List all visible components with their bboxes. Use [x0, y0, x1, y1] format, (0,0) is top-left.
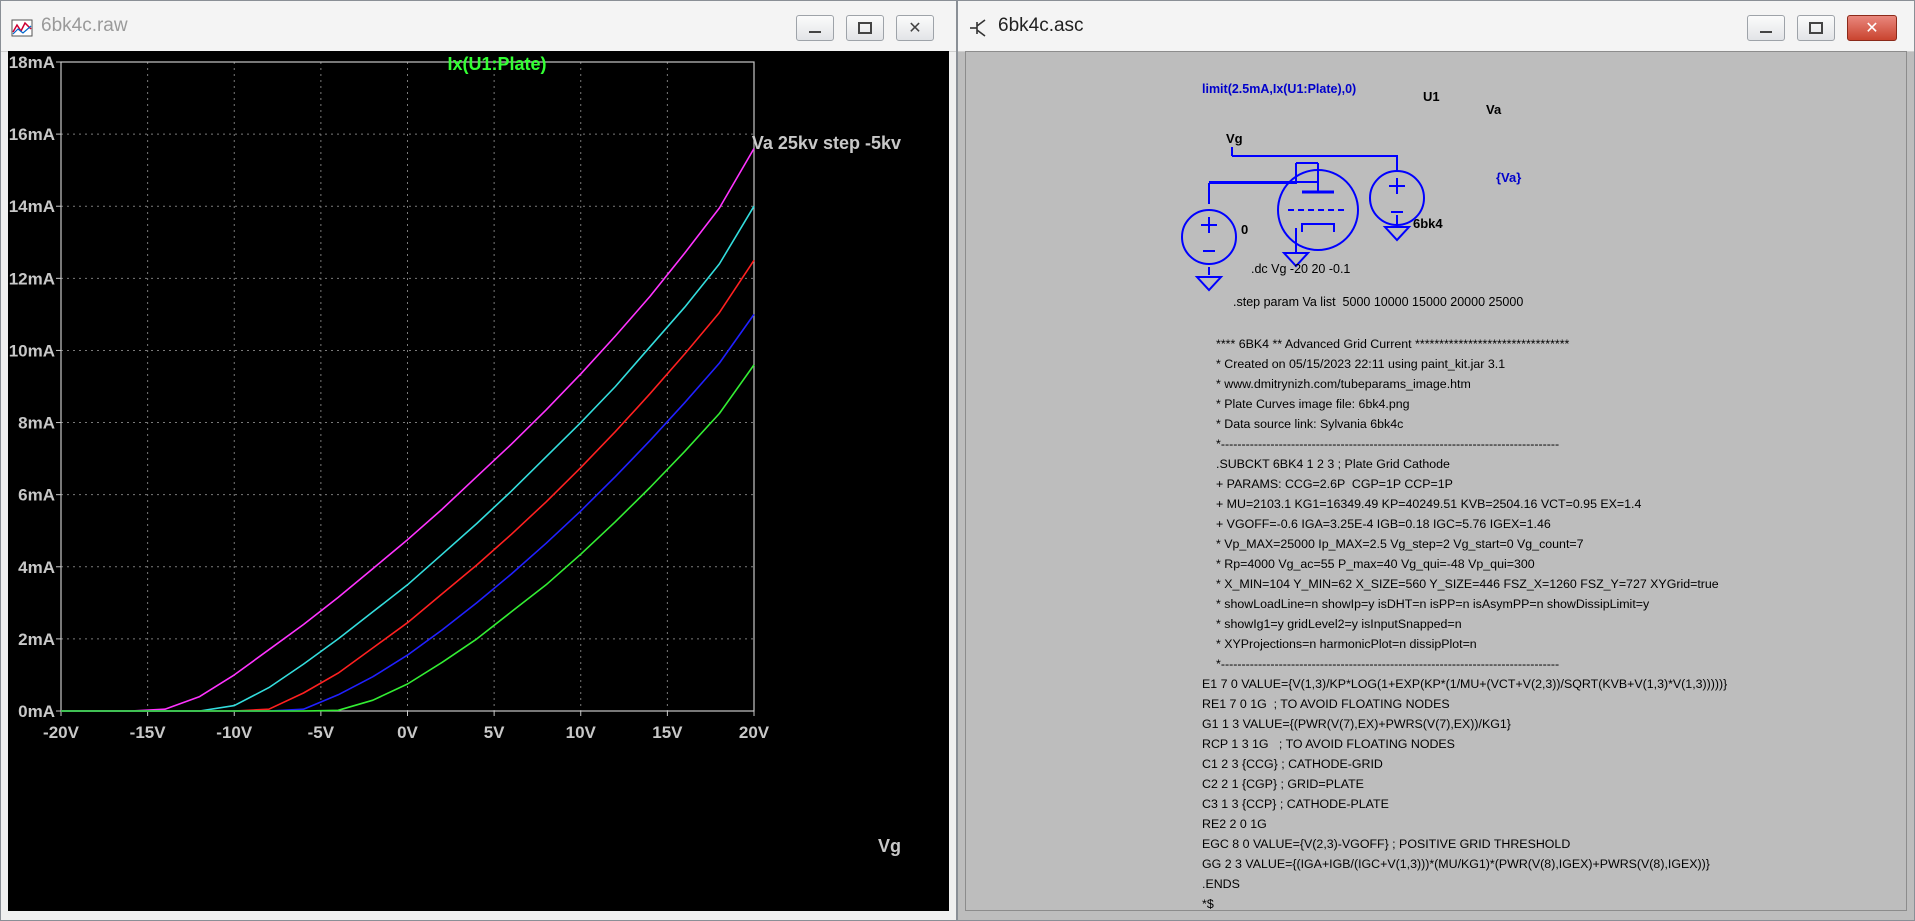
va-value-label[interactable]: {Va}	[1496, 170, 1522, 185]
netlist-line: * Plate Curves image file: 6bk4.png	[1216, 397, 1410, 411]
x-tick-label: 0V	[397, 723, 418, 742]
netlist-line: + MU=2103.1 KG1=16349.49 KP=40249.51 KVB…	[1216, 497, 1642, 511]
y-tick-label: 6mA	[18, 486, 55, 505]
x-tick-label: -15V	[130, 723, 167, 742]
y-tick-label: 2mA	[18, 630, 55, 649]
plot-chart[interactable]: -20V -15V -10V -5V 0V 5V 10V 15V 20V 0mA 2mA 4mA 6mA…	[8, 51, 949, 911]
x-tick-label: -20V	[43, 723, 80, 742]
tube-model-label[interactable]: 6bk4	[1413, 216, 1443, 231]
maximize-button[interactable]	[1797, 15, 1835, 41]
vg-ref-label[interactable]: Vg	[1226, 131, 1243, 146]
schematic-app-icon	[970, 19, 986, 37]
plot-window-title: 6bk4c.raw	[41, 15, 128, 36]
y-tick-label: 12mA	[9, 269, 55, 288]
plot-frame	[60, 61, 755, 712]
schematic-canvas[interactable]: limit(2.5mA,Ix(U1:Plate),0) U1 Va Vg {Va…	[965, 51, 1907, 911]
x-tick-label: 15V	[652, 723, 683, 742]
x-axis-name: Vg	[878, 836, 901, 856]
u1-ref-label[interactable]: U1	[1423, 89, 1440, 104]
restore-icon	[1809, 22, 1823, 34]
netlist-line: GG 2 3 VALUE={(IGA+IGB/(IGC+V(1,3)))*(MU…	[1202, 857, 1710, 871]
plot-series[interactable]	[61, 148, 755, 712]
netlist-line: .ENDS	[1202, 877, 1240, 891]
probe-expression[interactable]: limit(2.5mA,Ix(U1:Plate),0)	[1202, 82, 1357, 96]
netlist-line: C2 2 1 {CGP} ; GRID=PLATE	[1202, 777, 1364, 791]
netlist-line: RE2 2 0 1G	[1202, 817, 1267, 831]
va-ref-label[interactable]: Va	[1486, 102, 1502, 117]
step-annotation: Va 25kv step -5kv	[752, 133, 901, 153]
va-source[interactable]	[1369, 170, 1425, 242]
maximize-button[interactable]	[846, 15, 884, 41]
restore-icon	[858, 22, 872, 34]
schematic-window-title: 6bk4c.asc	[998, 15, 1084, 36]
netlist-line: *$	[1202, 897, 1214, 911]
netlist-line: * Created on 05/15/2023 22:11 using pain…	[1216, 357, 1506, 371]
x-tick-label: -5V	[308, 723, 335, 742]
netlist-line: RE1 7 0 1G ; TO AVOID FLOATING NODES	[1202, 697, 1450, 711]
netlist-line: E1 7 0 VALUE={V(1,3)/KP*LOG(1+EXP(KP*(1/…	[1202, 677, 1728, 691]
netlist-text[interactable]: **** 6BK4 ** Advanced Grid Current *****…	[1202, 334, 1727, 914]
netlist-line: EGC 8 0 VALUE={V(2,3)-VGOFF} ; POSITIVE …	[1202, 837, 1571, 851]
ground-icon	[1194, 276, 1224, 292]
netlist-line: * X_MIN=104 Y_MIN=62 X_SIZE=560 Y_SIZE=4…	[1216, 577, 1719, 591]
trace-title[interactable]: Ix(U1:Plate)	[447, 54, 546, 74]
plot-titlebar[interactable]: 6bk4c.raw ✕	[1, 1, 956, 52]
netlist-line: **** 6BK4 ** Advanced Grid Current *****…	[1216, 337, 1570, 351]
netlist-line: + PARAMS: CCG=2.6P CGP=1P CCP=1P	[1216, 477, 1453, 491]
netlist-line: RCP 1 3 1G ; TO AVOID FLOATING NODES	[1202, 737, 1455, 751]
series-line-1[interactable]	[61, 148, 755, 712]
y-tick-label: 10mA	[9, 341, 55, 360]
plot-axes: -20V -15V -10V -5V 0V 5V 10V 15V 20V 0mA 2mA 4mA 6mA…	[9, 53, 770, 742]
y-tick-label: 14mA	[9, 197, 55, 216]
netlist-line: * showIg1=y gridLevel2=y isInputSnapped=…	[1216, 617, 1462, 631]
vg-value-label[interactable]: 0	[1241, 222, 1249, 237]
schematic-titlebar[interactable]: 6bk4c.asc ✕	[958, 1, 1914, 52]
schematic-window[interactable]: 6bk4c.asc ✕	[957, 0, 1915, 921]
y-tick-label: 18mA	[9, 53, 55, 72]
plot-pane[interactable]: -20V -15V -10V -5V 0V 5V 10V 15V 20V 0mA 2mA 4mA 6mA…	[8, 51, 949, 911]
close-icon: ✕	[1865, 20, 1879, 37]
x-tick-label: 20V	[739, 723, 770, 742]
close-icon: ✕	[908, 20, 922, 37]
netlist-line: * www.dmitrynizh.com/tubeparams_image.ht…	[1216, 377, 1471, 391]
netlist-line: *---------------------------------------…	[1216, 657, 1560, 671]
netlist-line: G1 1 3 VALUE={(PWR(V(7),EX)+PWRS(V(7),EX…	[1202, 717, 1511, 731]
minimize-button[interactable]	[1747, 15, 1785, 41]
x-tick-label: 10V	[566, 723, 597, 742]
netlist-line: * Data source link: Sylvania 6bk4c	[1216, 417, 1404, 431]
vg-source[interactable]	[1181, 209, 1237, 292]
netlist-line: + VGOFF=-0.6 IGA=3.25E-4 IGB=0.18 IGC=5.…	[1216, 517, 1551, 531]
minimize-icon	[809, 31, 821, 33]
netlist-line: * Rp=4000 Vg_ac=55 P_max=40 Vg_qui=-48 V…	[1216, 557, 1535, 571]
plot-grid	[61, 62, 754, 711]
schematic-drawing[interactable]	[966, 52, 1908, 912]
y-tick-label: 16mA	[9, 125, 55, 144]
netlist-line: C3 1 3 {CCP} ; CATHODE-PLATE	[1202, 797, 1389, 811]
wires[interactable]	[1208, 147, 1398, 275]
ground-icon	[1382, 226, 1412, 242]
ground-icon	[1281, 252, 1311, 268]
minimize-icon	[1760, 31, 1772, 33]
netlist-line: *---------------------------------------…	[1216, 437, 1560, 451]
x-tick-label: -10V	[216, 723, 253, 742]
minimize-button[interactable]	[796, 15, 834, 41]
waveform-window[interactable]: 6bk4c.raw ✕ -20V -15V -10V -5V 0V 5V 10V 15V 20V…	[0, 0, 957, 921]
netlist-line: .SUBCKT 6BK4 1 2 3 ; Plate Grid Cathode	[1216, 457, 1450, 471]
x-tick-label: 5V	[484, 723, 505, 742]
series-line-2[interactable]	[61, 205, 755, 712]
dc-directive[interactable]: .dc Vg -20 20 -0.1	[1251, 262, 1351, 276]
netlist-line: * showLoadLine=n showIp=y isDHT=n isPP=n…	[1216, 597, 1650, 611]
close-button[interactable]: ✕	[1847, 15, 1897, 41]
y-tick-label: 4mA	[18, 558, 55, 577]
step-directive[interactable]: .step param Va list 5000 10000 15000 200…	[1233, 295, 1524, 309]
netlist-line: * XYProjections=n harmonicPlot=n dissipP…	[1216, 637, 1477, 651]
y-tick-label: 0mA	[18, 702, 55, 721]
netlist-line: * Vp_MAX=25000 Ip_MAX=2.5 Vg_step=2 Vg_s…	[1216, 537, 1584, 551]
vacuum-tube-u1[interactable]	[1277, 162, 1359, 268]
netlist-line: C1 2 3 {CCG} ; CATHODE-GRID	[1202, 757, 1383, 771]
close-button[interactable]: ✕	[896, 15, 934, 41]
waveform-app-icon	[11, 19, 33, 37]
series-line-5[interactable]	[61, 364, 755, 712]
y-tick-label: 8mA	[18, 414, 55, 433]
